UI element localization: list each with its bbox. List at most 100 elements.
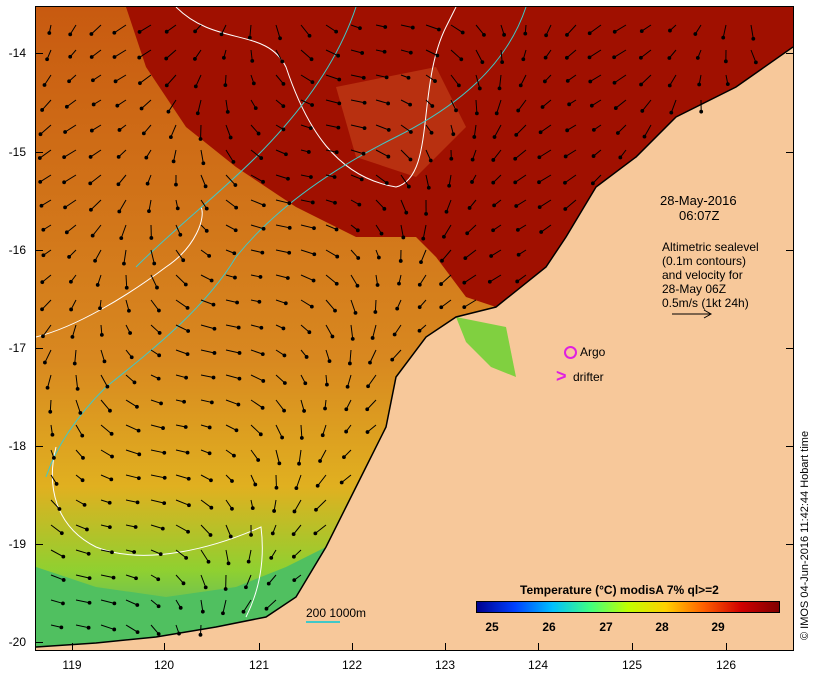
velocity-arrow-head	[157, 331, 162, 335]
velocity-arrow-head	[223, 83, 228, 88]
velocity-arrow-head	[236, 325, 241, 330]
velocity-arrow-head	[563, 207, 568, 211]
velocity-arrow	[75, 399, 81, 414]
velocity-arrow-head	[212, 351, 217, 355]
velocity-arrow-head	[67, 79, 71, 84]
velocity-arrow	[41, 99, 52, 111]
velocity-arrow	[50, 524, 63, 534]
velocity-arrow	[200, 549, 209, 563]
velocity-arrow	[138, 49, 152, 58]
velocity-arrow	[150, 474, 165, 479]
velocity-arrow-head	[149, 236, 154, 240]
velocity-arrow-head	[357, 202, 362, 207]
velocity-arrow	[640, 74, 652, 85]
velocity-arrow-head	[137, 452, 142, 457]
velocity-arrow-head	[162, 450, 167, 455]
velocity-arrow-head	[62, 180, 67, 185]
velocity-arrow-head	[449, 156, 454, 161]
velocity-arrow-head	[307, 33, 312, 38]
velocity-arrow-head	[699, 109, 704, 114]
velocity-arrow-head	[59, 531, 64, 536]
velocity-arrow-head	[244, 585, 248, 590]
velocity-arrow	[225, 199, 237, 209]
isobath-scale-label: 200 1000m	[306, 606, 367, 620]
velocity-arrow-head	[89, 128, 94, 133]
velocity-arrow	[175, 299, 188, 309]
velocity-arrow	[275, 249, 290, 254]
velocity-arrow-head	[237, 351, 242, 355]
velocity-arrow-head	[247, 35, 252, 40]
velocity-arrow-head	[280, 435, 285, 440]
velocity-arrow	[475, 49, 483, 63]
velocity-arrow	[250, 224, 264, 230]
velocity-arrow	[125, 274, 128, 288]
velocity-arrow	[515, 199, 527, 207]
velocity-arrow-head	[226, 561, 231, 566]
lat-tick-label: -15	[8, 145, 26, 159]
velocity-arrow-head	[353, 311, 358, 315]
velocity-arrow-head	[264, 606, 269, 611]
velocity-arrow-head	[67, 255, 72, 259]
velocity-arrow	[275, 49, 283, 62]
velocity-arrow-head	[48, 409, 53, 414]
velocity-arrow-head	[334, 150, 339, 155]
velocity-arrow	[473, 124, 477, 138]
velocity-arrow-head	[207, 451, 212, 456]
velocity-arrow	[750, 49, 757, 63]
velocity-arrow	[250, 249, 263, 254]
velocity-arrow	[250, 174, 264, 183]
velocity-arrow-head	[285, 276, 290, 280]
velocity-arrow	[64, 124, 77, 133]
velocity-arrow-head	[612, 80, 617, 85]
velocity-arrow-head	[419, 260, 423, 265]
velocity-arrow	[374, 299, 377, 313]
velocity-arrow	[39, 174, 52, 183]
velocity-arrow	[175, 274, 187, 285]
velocity-arrow-head	[589, 103, 594, 108]
velocity-arrow	[565, 149, 577, 157]
velocity-arrow	[275, 399, 285, 411]
velocity-arrow-head	[366, 384, 370, 389]
velocity-arrow-head	[518, 83, 523, 88]
velocity-arrow-head	[344, 407, 349, 412]
velocity-arrow-head	[124, 285, 129, 290]
velocity-arrow-head	[70, 334, 75, 339]
velocity-arrow	[225, 99, 229, 112]
velocity-arrow-head	[178, 605, 183, 610]
velocity-arrow	[139, 24, 152, 33]
isobath-scale-line	[306, 621, 340, 623]
velocity-arrow	[540, 224, 552, 233]
velocity-arrow	[75, 624, 89, 629]
velocity-arrow-head	[361, 151, 366, 156]
velocity-arrow-head	[95, 283, 100, 287]
velocity-arrow	[515, 124, 527, 136]
velocity-arrow	[492, 149, 502, 161]
velocity-arrow	[325, 99, 340, 104]
velocity-arrow-head	[203, 585, 208, 590]
velocity-arrow-head	[303, 381, 308, 386]
velocity-arrow	[496, 99, 502, 114]
tick-mark	[35, 152, 43, 153]
velocity-arrow-head	[225, 110, 230, 114]
velocity-arrow	[350, 324, 354, 339]
velocity-arrow-head	[538, 130, 543, 135]
velocity-arrow	[275, 424, 283, 438]
velocity-arrow	[275, 174, 289, 180]
velocity-arrow-head	[408, 102, 413, 107]
velocity-arrow-head	[40, 280, 45, 285]
velocity-arrow-head	[544, 33, 548, 38]
velocity-arrow	[118, 174, 127, 185]
velocity-arrow-head	[90, 233, 95, 238]
velocity-arrow-head	[186, 529, 190, 534]
tick-mark	[726, 643, 727, 651]
velocity-arrow-head	[513, 156, 518, 161]
velocity-arrow	[100, 424, 112, 435]
velocity-arrow	[300, 224, 315, 229]
velocity-arrow-head	[282, 381, 287, 385]
tick-mark	[538, 643, 539, 651]
sealevel-contour	[175, 7, 457, 188]
velocity-arrow-head	[89, 55, 94, 59]
velocity-arrow-head	[361, 75, 366, 80]
velocity-arrow	[175, 349, 188, 355]
velocity-arrow	[250, 199, 265, 206]
